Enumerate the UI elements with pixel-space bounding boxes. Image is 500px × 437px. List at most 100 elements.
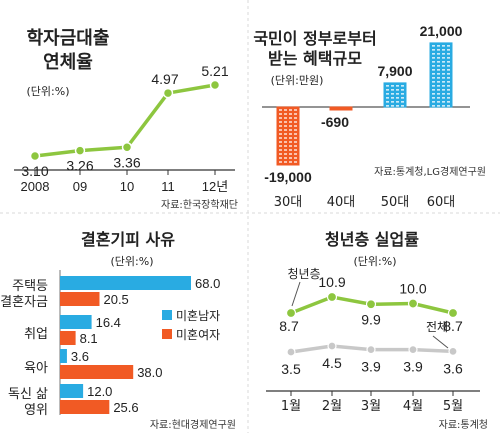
chart4-title: 청년층 실업률 xyxy=(325,230,419,249)
chart4-point-youth xyxy=(447,307,459,319)
chart2-value-label: 21,000 xyxy=(420,23,463,39)
chart3-source: 자료:현대경제연구원 xyxy=(150,418,236,431)
chart3-value-label: 68.0 xyxy=(195,276,220,291)
chart3-value-label: 3.6 xyxy=(71,349,89,364)
chart4-source: 자료:통계청 xyxy=(439,419,488,431)
chart3-category-label: 독신 삶 xyxy=(8,387,48,402)
chart1-source: 자료:한국장학재단 xyxy=(161,199,238,211)
chart3-category-label: 주택등 xyxy=(12,279,48,294)
chart1-point xyxy=(74,145,86,156)
chart4-point-youth xyxy=(365,299,377,310)
chart2-unit: (단위:만원) xyxy=(271,74,324,87)
chart3-bar xyxy=(60,331,76,345)
chart3-value-label: 8.1 xyxy=(80,331,98,346)
chart2-x-tick-label: 50대 xyxy=(381,195,410,210)
chart2-x-tick-label: 40대 xyxy=(327,195,356,210)
chart4-value-label-youth: 8.7 xyxy=(443,318,463,334)
chart4-value-label-total: 3.9 xyxy=(361,359,381,375)
chart1-x-tick-label: 11 xyxy=(161,179,175,194)
chart4-x-tick-label: 1월 xyxy=(281,399,301,414)
chart3-legend-label: 미혼남자 xyxy=(176,309,220,323)
chart3-value-label: 16.4 xyxy=(96,315,121,330)
chart4-x-tick-label: 5월 xyxy=(443,399,463,414)
chart2-bar xyxy=(276,106,300,166)
chart3-category-label: 영위 xyxy=(24,403,48,418)
chart4-point-total xyxy=(286,347,296,357)
chart2-title: 국민이 정부로부터 xyxy=(253,29,376,48)
chart1-x-tick-label: 10 xyxy=(120,179,134,194)
chart2-bar-fill xyxy=(276,106,300,166)
chart2-bar-fill xyxy=(329,106,353,111)
chart4-series-leader-total xyxy=(432,335,449,349)
chart3-bar xyxy=(60,400,110,414)
chart1-value-label: 3.36 xyxy=(113,154,140,170)
chart4-point-youth xyxy=(326,291,338,303)
chart2-bar xyxy=(429,42,453,108)
chart1-title: 학자금대출 xyxy=(27,27,110,49)
chart2-bar-fill xyxy=(429,42,453,108)
chart2-bar xyxy=(383,82,407,108)
chart4-point-total xyxy=(366,345,376,355)
chart4-value-label-total: 3.6 xyxy=(443,360,463,376)
chart1-value-label: 4.97 xyxy=(151,71,178,87)
chart1-value-label: 3.10 xyxy=(21,163,48,179)
chart4-value-label-youth: 9.9 xyxy=(361,311,381,327)
chart4-x-tick-label: 2월 xyxy=(322,399,342,414)
chart4-value-label-total: 4.5 xyxy=(322,355,342,371)
chart2-x-tick-label: 60대 xyxy=(427,195,456,210)
chart3-category-label: 취업 xyxy=(24,327,48,342)
chart3-bar xyxy=(60,349,67,363)
chart3-value-label: 20.5 xyxy=(103,292,128,307)
chart2-value-label: 7,900 xyxy=(377,63,412,79)
chart3-bar xyxy=(60,384,84,398)
chart3-legend-label: 미혼여자 xyxy=(176,328,220,342)
chart4-point-youth xyxy=(285,307,297,319)
chart2-x-tick-label: 30대 xyxy=(274,195,303,210)
chart4-point-total xyxy=(327,341,337,351)
chart3-legend-swatch xyxy=(162,310,172,320)
chart3-legend-swatch xyxy=(162,329,172,339)
chart4-value-label-youth: 10.0 xyxy=(399,281,426,297)
chart3-bar xyxy=(60,292,100,306)
chart3-category-label: 결혼자금 xyxy=(0,295,48,310)
chart2-bar-fill xyxy=(383,82,407,108)
chart3-value-label: 25.6 xyxy=(113,400,138,415)
chart2-bar xyxy=(329,106,353,111)
chart4-series-label-total: 전체 xyxy=(426,320,448,334)
chart2-value-label: -19,000 xyxy=(264,169,312,185)
chart3-category-label: 육아 xyxy=(24,361,48,376)
chart4-point-total xyxy=(448,346,458,356)
chart4-series-leader-youth xyxy=(291,281,301,307)
chart3-title: 결혼기피 사유 xyxy=(81,230,175,249)
chart4-value-label-total: 3.9 xyxy=(403,359,423,375)
chart1-x-tick-label: 12년 xyxy=(202,179,228,194)
chart4-point-total xyxy=(408,345,418,355)
chart1-point xyxy=(162,87,174,99)
chart2-value-label: -690 xyxy=(321,114,349,130)
chart1-x-tick-label: 2008 xyxy=(21,179,50,194)
chart2-source: 자료:통계청,LG경제연구원 xyxy=(374,165,486,178)
chart4-x-tick-label: 3월 xyxy=(361,399,381,414)
chart3-bar xyxy=(60,276,191,290)
chart1-value-label: 5.21 xyxy=(201,63,228,79)
chart1-title: 연체율 xyxy=(43,52,93,73)
chart3-bar xyxy=(60,365,134,379)
chart1-point xyxy=(29,150,41,162)
chart4-value-label-youth: 10.9 xyxy=(318,274,345,290)
chart3-unit: (단위:%) xyxy=(111,255,154,268)
chart3-bar xyxy=(60,315,92,329)
chart1-point xyxy=(121,142,133,153)
chart3-value-label: 12.0 xyxy=(87,384,112,399)
chart4-series-label-youth: 청년층 xyxy=(287,267,320,281)
chart3-value-label: 38.0 xyxy=(137,365,162,380)
chart4-x-tick-label: 4월 xyxy=(403,399,423,414)
chart1-unit: (단위:%) xyxy=(27,85,70,98)
chart1-x-tick-label: 09 xyxy=(73,179,87,194)
chart1-point xyxy=(209,79,221,91)
chart4-value-label-youth: 8.7 xyxy=(279,318,299,334)
chart4-value-label-total: 3.5 xyxy=(281,361,301,377)
chart4-point-youth xyxy=(407,298,419,309)
chart1-value-label: 3.26 xyxy=(66,158,93,174)
